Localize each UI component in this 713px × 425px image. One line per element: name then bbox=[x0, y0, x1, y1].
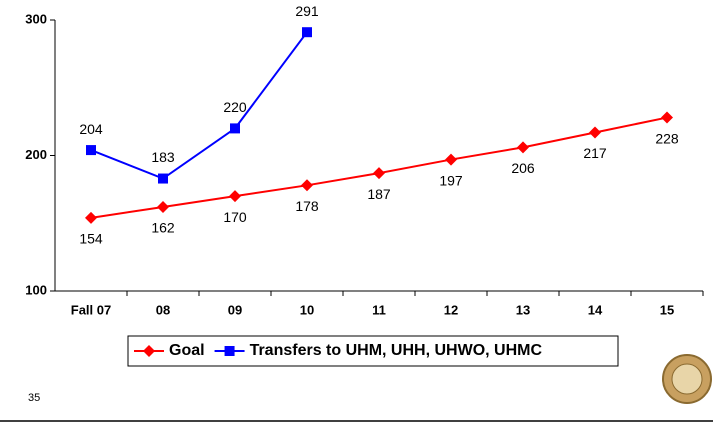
marker bbox=[661, 111, 673, 124]
x-tick-label: 11 bbox=[372, 302, 386, 317]
data-label: 197 bbox=[439, 172, 463, 188]
marker bbox=[224, 346, 235, 356]
marker bbox=[158, 173, 168, 184]
x-tick-label: 09 bbox=[228, 302, 242, 317]
data-label: 183 bbox=[151, 149, 175, 165]
data-label: 217 bbox=[583, 145, 607, 161]
x-tick-label: 12 bbox=[444, 302, 458, 317]
data-label: 178 bbox=[295, 198, 319, 214]
x-tick-label: 14 bbox=[588, 302, 603, 317]
marker bbox=[85, 211, 97, 224]
marker bbox=[373, 167, 385, 180]
y-tick-label: 300 bbox=[25, 11, 47, 26]
x-tick-label: 13 bbox=[516, 302, 530, 317]
marker bbox=[302, 27, 312, 38]
data-label: 170 bbox=[223, 209, 247, 225]
legend-box bbox=[127, 335, 619, 367]
marker bbox=[445, 153, 457, 166]
data-label: 220 bbox=[223, 99, 247, 115]
data-label: 204 bbox=[79, 121, 103, 137]
marker bbox=[86, 145, 96, 156]
logo bbox=[662, 354, 712, 404]
data-label: 291 bbox=[295, 3, 319, 19]
series-line bbox=[90, 31, 308, 180]
y-tick-label: 200 bbox=[25, 147, 47, 162]
x-tick-label: Fall 07 bbox=[71, 302, 111, 317]
page-number: 35 bbox=[28, 392, 40, 404]
legend-label: Goal bbox=[169, 342, 205, 359]
data-label: 228 bbox=[655, 130, 679, 146]
marker bbox=[230, 123, 240, 134]
data-label: 162 bbox=[151, 220, 175, 236]
legend-label: Transfers to UHM, UHH, UHWO, UHMC bbox=[250, 342, 543, 359]
y-tick-label: 100 bbox=[25, 282, 47, 297]
marker bbox=[301, 179, 313, 192]
marker bbox=[517, 141, 529, 154]
marker bbox=[589, 126, 601, 139]
data-label: 187 bbox=[367, 186, 391, 202]
data-label: 154 bbox=[79, 231, 103, 247]
x-tick-label: 15 bbox=[660, 302, 674, 317]
marker bbox=[229, 190, 241, 203]
data-label: 206 bbox=[511, 160, 535, 176]
marker bbox=[157, 200, 169, 213]
x-tick-label: 10 bbox=[300, 302, 314, 317]
x-tick-label: 08 bbox=[156, 302, 170, 317]
marker bbox=[143, 345, 155, 357]
